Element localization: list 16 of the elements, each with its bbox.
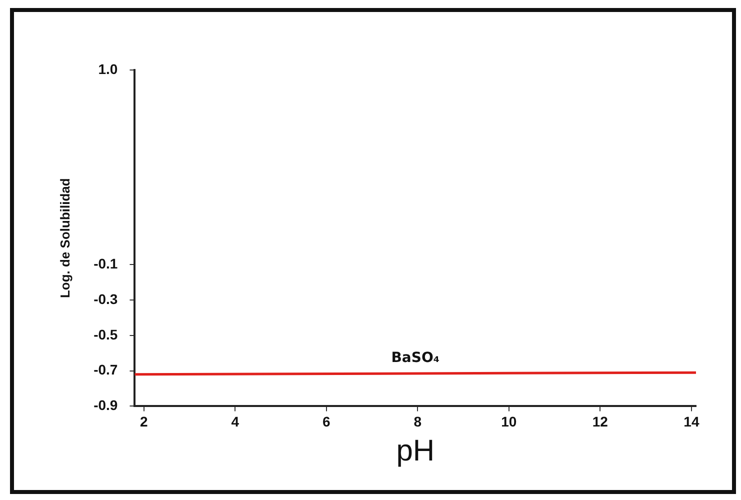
x-tick-label: 14 — [684, 413, 700, 430]
x-tick-label: 6 — [322, 413, 330, 430]
x-tick-label: 2 — [140, 413, 148, 430]
x-tick-label: 8 — [414, 413, 422, 430]
x-tick-label: 12 — [592, 413, 608, 430]
y-tick-label: -0.9 — [94, 397, 118, 414]
y-tick-label: -0.1 — [94, 256, 118, 272]
y-tick-label: -0.3 — [94, 290, 118, 307]
x-tick-label: 4 — [231, 413, 240, 430]
x-tick-label: 10 — [501, 413, 517, 430]
y-tick-label: -0.5 — [94, 326, 118, 342]
series-label: BaSO₄ — [391, 350, 440, 366]
y-tick-label: -0.7 — [94, 362, 118, 378]
x-axis-title: pH — [396, 434, 435, 468]
y-tick-label: 1.0 — [98, 60, 118, 77]
y-axis-title: Log. de Solubilidad — [57, 178, 72, 298]
